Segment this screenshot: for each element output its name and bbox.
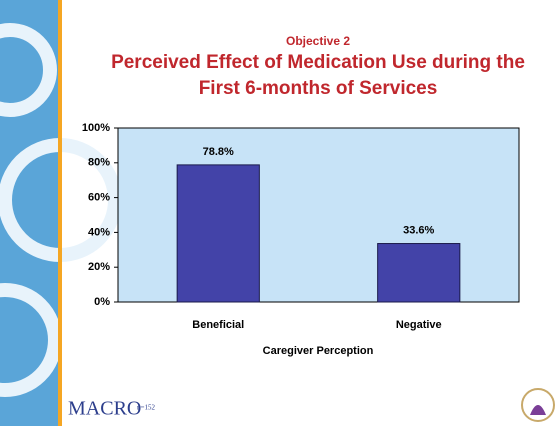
decor <box>0 283 62 397</box>
note: n=152 <box>137 404 155 412</box>
subtitle: Objective 2 <box>285 34 351 48</box>
data-label: 33.6% <box>403 224 434 236</box>
y-tick-label: 80% <box>88 157 110 169</box>
decor <box>0 23 57 117</box>
logo-figure <box>530 405 546 415</box>
y-tick-label: 40% <box>88 226 110 238</box>
data-label: 78.8% <box>203 146 234 158</box>
bar <box>377 243 461 303</box>
bar <box>176 164 260 303</box>
y-tick-label: 100% <box>82 122 110 134</box>
y-tick-label: 60% <box>88 192 110 204</box>
y-tick-label: 0% <box>94 296 110 308</box>
x-axis-label: Caregiver Perception <box>263 345 374 357</box>
x-tick-label: Negative <box>396 319 442 331</box>
x-tick-label: Beneficial <box>192 319 244 331</box>
accent-line <box>58 0 62 426</box>
logo-seal <box>521 388 555 422</box>
logo: MACRO <box>68 398 141 420</box>
chart-title: Perceived Effect of Medication Use durin… <box>111 52 525 99</box>
y-tick-label: 20% <box>88 261 110 273</box>
